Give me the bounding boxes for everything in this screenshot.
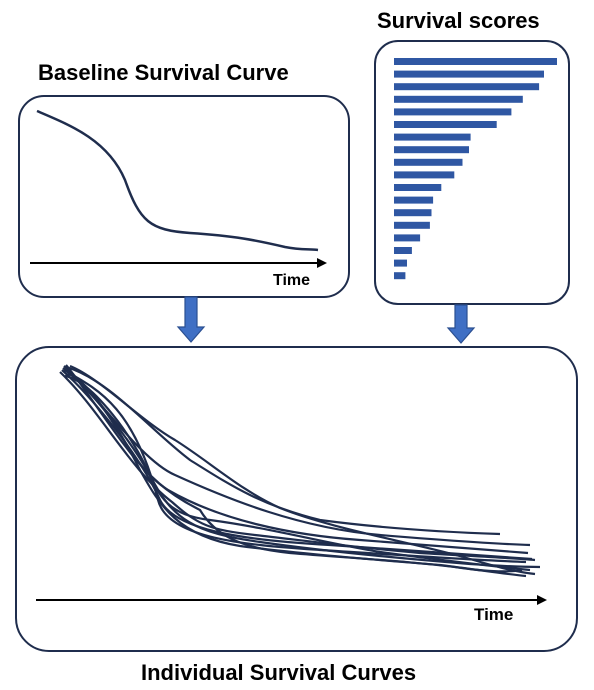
score-bars xyxy=(394,58,557,280)
individual-curve xyxy=(65,364,529,555)
score-bar xyxy=(394,121,497,128)
individual-curve xyxy=(63,365,531,547)
score-bar xyxy=(394,247,412,254)
individual-time-label: Time xyxy=(474,605,514,624)
score-bar xyxy=(394,58,557,65)
score-bar xyxy=(394,272,406,280)
score-bar xyxy=(394,95,523,103)
score-bar xyxy=(394,209,432,217)
score-bar xyxy=(394,184,442,191)
individual-curve xyxy=(66,371,527,564)
scores-down-arrow xyxy=(446,304,476,344)
score-bar xyxy=(394,158,463,166)
individual-curves xyxy=(59,364,541,578)
baseline-down-arrow xyxy=(176,296,206,343)
score-bar xyxy=(394,221,430,229)
baseline-title: Baseline Survival Curve xyxy=(38,60,289,85)
score-bar xyxy=(394,108,512,116)
baseline-curve xyxy=(36,109,319,252)
score-bar xyxy=(394,196,434,204)
individual-curve xyxy=(64,374,531,572)
individual-curve xyxy=(61,369,533,561)
score-bar xyxy=(394,70,544,78)
baseline-time-label: Time xyxy=(273,272,311,289)
scores-title: Survival scores xyxy=(377,8,540,33)
individual-title: Individual Survival Curves xyxy=(141,660,417,685)
score-bar xyxy=(394,171,455,179)
score-bar xyxy=(394,146,469,154)
individual-curve xyxy=(63,368,527,578)
score-bar xyxy=(394,83,540,91)
score-bar xyxy=(394,234,421,242)
individual-curve xyxy=(69,364,536,576)
score-bar xyxy=(394,259,407,267)
score-bar xyxy=(394,133,471,141)
